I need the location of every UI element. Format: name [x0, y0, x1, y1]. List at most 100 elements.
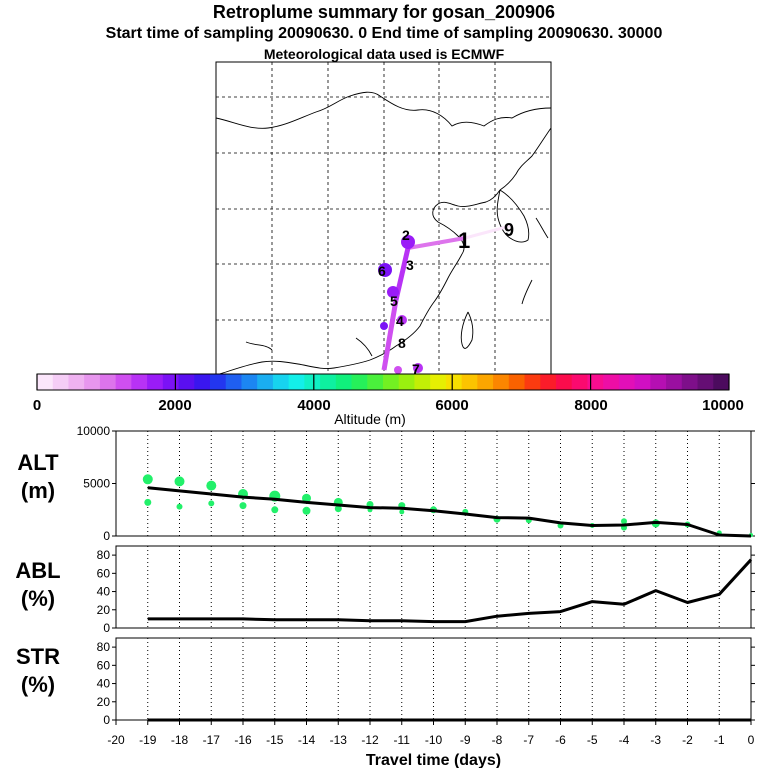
y-tick-label: 0	[103, 529, 110, 543]
colorbar-cell	[68, 374, 85, 390]
plume-cluster-marker	[394, 366, 402, 374]
abl-panel: 0 20 40 60 80 ABL (%)	[15, 545, 755, 635]
colorbar-cell	[493, 374, 510, 390]
x-tick-label: -10	[425, 733, 443, 747]
trajectory-label: 1	[458, 228, 470, 253]
colorbar-cell	[52, 374, 69, 390]
colorbar-cell	[335, 374, 353, 390]
y-tick-label: 80	[97, 640, 111, 654]
plume-member-point	[239, 502, 247, 510]
colorbar-cell	[210, 374, 227, 390]
trajectory-label: 7	[412, 361, 420, 377]
colorbar-cell	[398, 374, 415, 390]
colorbar-tick-label: 2000	[158, 397, 191, 414]
map-coastlines	[215, 91, 552, 376]
colorbar-cell	[99, 374, 117, 390]
colorbar-cell	[147, 374, 164, 390]
panel-ylabel: (m)	[21, 478, 55, 503]
x-tick-label: -20	[107, 733, 125, 747]
colorbar-cell	[351, 374, 368, 390]
x-tick-label: -8	[492, 733, 503, 747]
altitude-panel: 0 5000 10000 ALT (m)	[17, 424, 755, 543]
y-tick-label: 40	[97, 677, 111, 691]
panel-ylabel: (%)	[21, 672, 55, 697]
colorbar-cell	[540, 374, 557, 390]
trajectory-label: 8	[398, 335, 406, 351]
x-tick-label: -17	[203, 733, 221, 747]
panel-ylabel: ALT	[17, 450, 59, 475]
plume-cluster-marker	[413, 363, 423, 373]
plume-member-point	[302, 506, 311, 515]
y-tick-label: 60	[97, 566, 111, 580]
plume-cluster-marker	[401, 235, 415, 249]
colorbar-cell	[556, 374, 573, 390]
x-tick-label: -16	[234, 733, 252, 747]
series-line	[147, 558, 753, 624]
series-line	[147, 486, 752, 538]
trajectory-segment	[464, 224, 511, 240]
trajectory-label: 5	[390, 293, 398, 309]
colorbar-cell	[383, 374, 400, 390]
meteorological-data-caption: Meteorological data used is ECMWF	[263, 46, 505, 62]
colorbar-cell	[713, 374, 730, 390]
colorbar-tick-label: 0	[33, 397, 41, 414]
y-tick-label: 0	[103, 621, 110, 635]
x-tick-label: -6	[555, 733, 566, 747]
x-tick-label: -12	[361, 733, 379, 747]
sampling-time-subtitle: Start time of sampling 20090630. 0 End t…	[105, 25, 663, 42]
y-tick-label: 0	[103, 713, 110, 727]
y-tick-label: 10000	[77, 424, 111, 438]
y-tick-label: 80	[97, 548, 111, 562]
trajectory-label: 3	[406, 257, 414, 273]
colorbar-cell	[681, 374, 699, 390]
x-tick-label: -19	[139, 733, 157, 747]
plume-member-point	[208, 500, 215, 507]
plume-cluster-marker	[387, 286, 399, 298]
x-tick-label: -18	[171, 733, 189, 747]
colorbar-cell	[320, 374, 337, 390]
plume-member-point	[206, 480, 217, 491]
plume-member-point	[302, 493, 311, 503]
trajectory-segment	[407, 236, 466, 250]
colorbar-cell	[571, 374, 588, 390]
x-tick-label: -13	[330, 733, 348, 747]
colorbar-tick-label: 6000	[435, 397, 468, 414]
chart-title: Retroplume summary for gosan_200906	[212, 2, 556, 22]
x-tick-label: -1	[714, 733, 725, 747]
colorbar-tick-label: 8000	[574, 397, 607, 414]
plume-cluster-marker	[380, 322, 388, 330]
colorbar-cell	[430, 374, 447, 390]
x-tick-label: -3	[650, 733, 661, 747]
colorbar-cell	[288, 374, 305, 390]
colorbar-cell	[84, 374, 101, 390]
plume-member-point	[144, 498, 152, 506]
colorbar-cell	[461, 374, 478, 390]
colorbar-cell	[304, 374, 321, 390]
colorbar-cell	[414, 374, 431, 390]
colorbar-cell	[367, 374, 384, 390]
plume-member-point	[334, 505, 342, 513]
trajectory-segment	[381, 299, 399, 371]
plume-cluster-marker	[397, 315, 407, 325]
plume-member-point	[621, 518, 627, 525]
colorbar-cell	[587, 374, 604, 390]
plume-member-point	[174, 476, 185, 487]
colorbar-cell	[508, 374, 526, 390]
colorbar-cell	[445, 374, 463, 390]
colorbar-cell	[178, 374, 195, 390]
colorbar-cell	[603, 374, 620, 390]
panel-ylabel: (%)	[21, 586, 55, 611]
colorbar-cell	[241, 374, 258, 390]
colorbar-tick-label: 10000	[702, 397, 744, 414]
colorbar-cell	[194, 374, 211, 390]
trajectory-plume: 1 9 2 3 6 5 4 8 7	[378, 220, 514, 377]
colorbar-cell	[477, 374, 494, 390]
colorbar-cell	[131, 374, 148, 390]
panel-ylabel: ABL	[15, 558, 60, 583]
x-tick-label: -15	[266, 733, 284, 747]
x-tick-label: -9	[460, 733, 471, 747]
y-tick-label: 60	[97, 658, 111, 672]
y-tick-label: 5000	[83, 477, 110, 491]
